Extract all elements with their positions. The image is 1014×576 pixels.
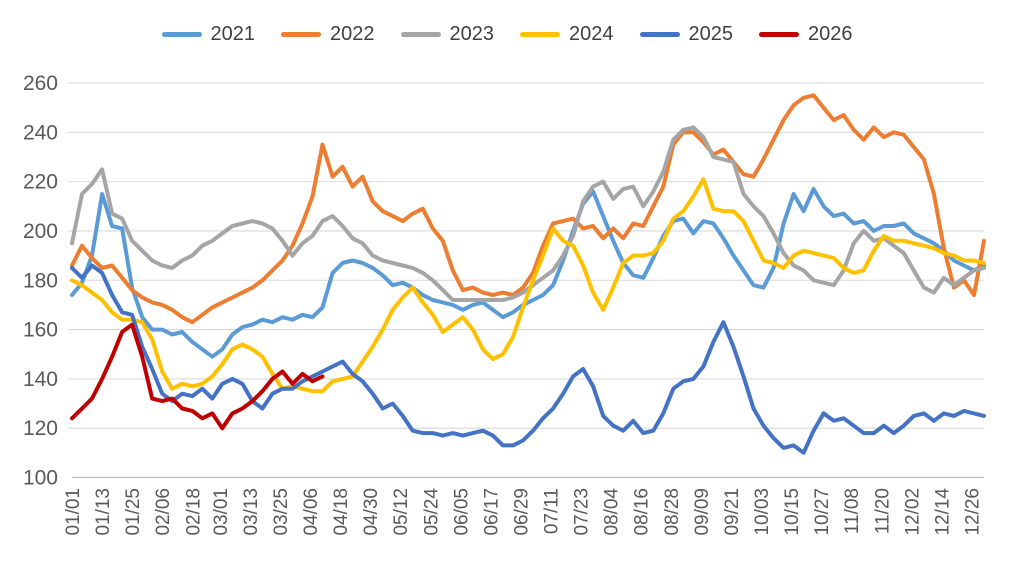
x-tick-label: 06/29 bbox=[511, 488, 532, 536]
legend: 2021 2022 2023 2024 2025 2026 bbox=[0, 24, 1014, 44]
x-tick-label: 04/18 bbox=[331, 488, 352, 536]
legend-swatch-2021 bbox=[161, 31, 202, 37]
y-tick-label: 120 bbox=[23, 417, 58, 440]
legend-label: 2023 bbox=[449, 23, 495, 45]
series-line-2023 bbox=[70, 125, 986, 302]
y-tick-label: 200 bbox=[23, 220, 58, 243]
x-tick-label: 06/17 bbox=[481, 488, 502, 536]
series-line-2026 bbox=[70, 322, 325, 431]
legend-item-2022: 2022 bbox=[281, 24, 375, 44]
x-tick-label: 11/20 bbox=[872, 488, 893, 534]
legend-item-2023: 2023 bbox=[400, 23, 495, 45]
legend-swatch-2024 bbox=[520, 31, 560, 37]
y-axis-labels: 100 120 140 160 180 200 220 240 260 bbox=[23, 72, 58, 490]
x-tick-label: 01/01 bbox=[63, 488, 84, 536]
legend-label: 2022 bbox=[330, 23, 375, 45]
x-tick-label: 04/06 bbox=[301, 488, 322, 536]
y-tick-label: 260 bbox=[23, 72, 58, 95]
legend-item-2025: 2025 bbox=[639, 23, 734, 45]
y-tick-label: 100 bbox=[23, 467, 58, 490]
x-tick-label: 08/28 bbox=[662, 488, 683, 536]
x-tick-label: 04/30 bbox=[361, 488, 382, 536]
series-line-2024 bbox=[70, 177, 986, 394]
legend-item-2024: 2024 bbox=[520, 24, 614, 44]
x-tick-label: 10/27 bbox=[812, 488, 833, 536]
x-tick-label: 01/13 bbox=[93, 488, 114, 536]
x-tick-label: 12/14 bbox=[932, 488, 953, 536]
x-axis-labels: 01/01 01/13 01/25 02/06 02/18 03/01 03/13 03/25… bbox=[63, 488, 983, 536]
x-tick-label: 03/01 bbox=[211, 488, 232, 536]
x-tick-label: 07/23 bbox=[572, 488, 593, 536]
series-line-2021 bbox=[70, 187, 986, 359]
x-tick-label: 07/11 bbox=[542, 488, 563, 534]
y-tick-label: 220 bbox=[23, 171, 58, 194]
x-tick-label: 05/24 bbox=[421, 488, 442, 536]
x-tick-label: 09/09 bbox=[692, 488, 713, 536]
legend-label: 2024 bbox=[569, 23, 614, 45]
x-tick-label: 06/05 bbox=[451, 488, 472, 536]
x-tick-label: 03/25 bbox=[271, 488, 292, 536]
x-tick-label: 12/26 bbox=[962, 488, 983, 536]
y-tick-label: 180 bbox=[23, 269, 58, 292]
x-tick-label: 08/16 bbox=[632, 488, 653, 536]
y-tick-label: 160 bbox=[23, 319, 58, 342]
x-tick-label: 01/25 bbox=[123, 488, 144, 536]
legend-label: 2026 bbox=[808, 23, 853, 45]
legend-item-2021: 2021 bbox=[161, 23, 256, 45]
legend-swatch-2022 bbox=[281, 31, 321, 37]
x-tick-label: 10/15 bbox=[782, 488, 803, 536]
x-tick-label: 03/13 bbox=[241, 488, 262, 536]
x-tick-label: 10/03 bbox=[752, 488, 773, 536]
series-line-2025 bbox=[70, 263, 986, 455]
y-tick-label: 140 bbox=[23, 368, 58, 391]
x-tick-label: 09/21 bbox=[722, 488, 743, 536]
y-tick-label: 240 bbox=[23, 121, 58, 144]
x-tick-label: 11/08 bbox=[842, 488, 863, 534]
legend-swatch-2026 bbox=[759, 31, 799, 37]
legend-label: 2021 bbox=[210, 23, 256, 45]
gridlines bbox=[68, 82, 984, 429]
legend-swatch-2025 bbox=[639, 31, 680, 37]
x-tick-label: 12/02 bbox=[902, 488, 923, 536]
legend-swatch-2023 bbox=[400, 31, 441, 37]
x-tick-label: 02/18 bbox=[183, 488, 204, 536]
legend-label: 2025 bbox=[688, 23, 734, 45]
x-tick-label: 05/12 bbox=[391, 488, 412, 536]
legend-item-2026: 2026 bbox=[759, 24, 853, 44]
series-line-2022 bbox=[70, 93, 986, 325]
x-tick-label: 02/06 bbox=[153, 488, 174, 536]
x-tick-label: 08/04 bbox=[602, 488, 623, 536]
